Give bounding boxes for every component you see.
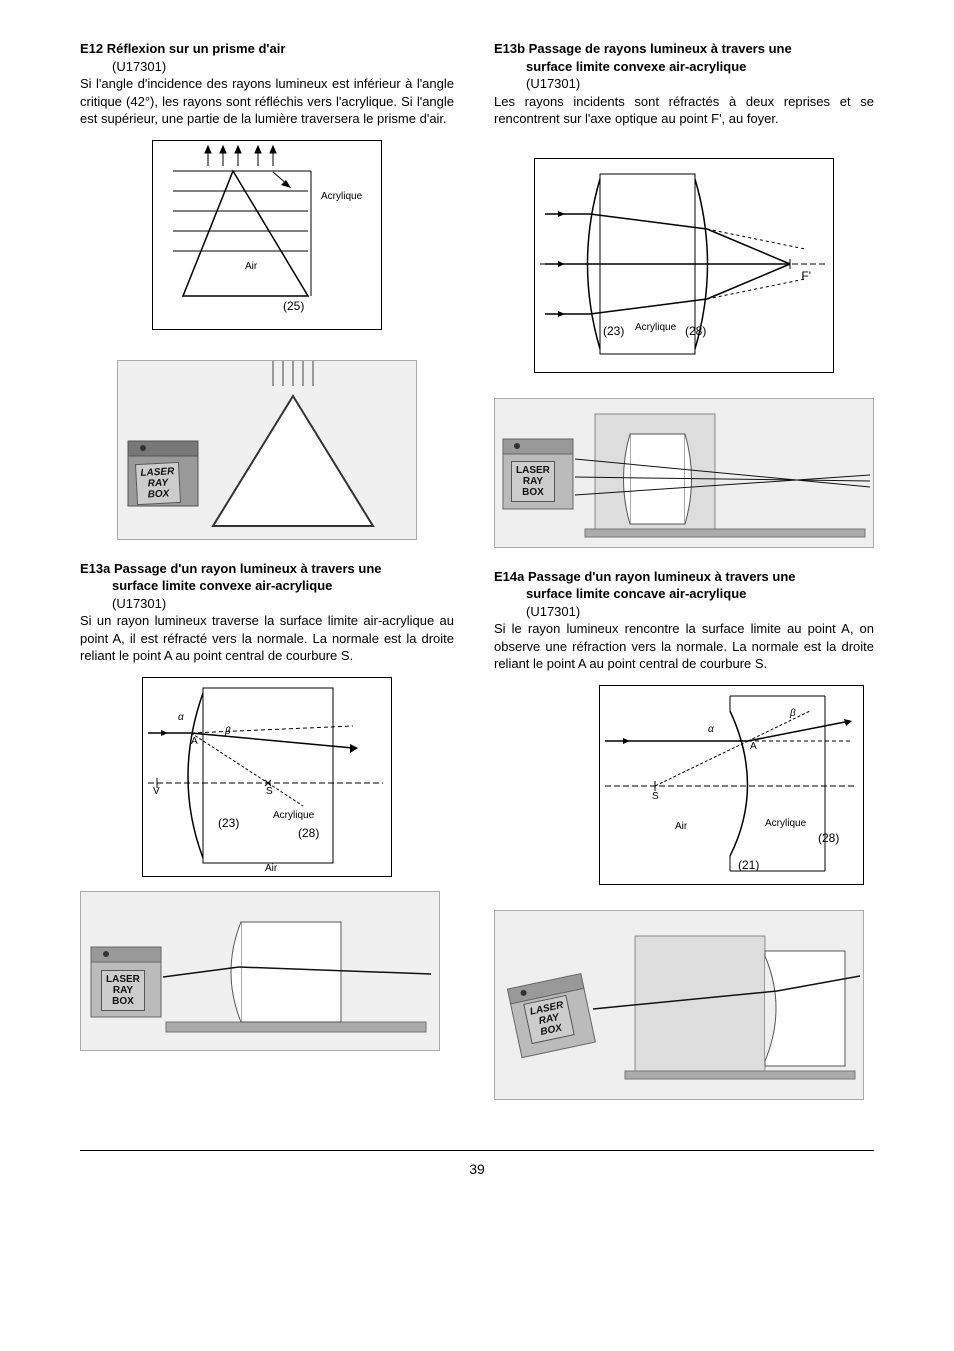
e14a-code-right: (28) — [818, 831, 839, 845]
page-columns: E12 Réflexion sur un prisme d'air (U1730… — [80, 40, 874, 1120]
e14a-beta: β — [790, 708, 796, 719]
e14a-air: Air — [675, 821, 687, 832]
e12-label-air: Air — [245, 261, 257, 272]
laser-box-label-e12: LASERRAYBOX — [135, 462, 181, 505]
e14a-heading: E14a Passage d'un rayon lumineux à trave… — [494, 568, 874, 586]
e13b-code: (U17301) — [494, 75, 874, 93]
section-e14a: E14a Passage d'un rayon lumineux à trave… — [494, 568, 874, 1100]
e12-diagram: Acrylique Air (25) — [152, 140, 382, 330]
e13a-S: S — [266, 786, 273, 797]
e14a-acrylique: Acrylique — [765, 818, 806, 829]
e13b-code-right: (28) — [685, 324, 706, 338]
e14a-paragraph: Si le rayon lumineux rencontre la surfac… — [494, 620, 874, 673]
e13b-acrylique: Acrylique — [635, 322, 676, 333]
e13a-paragraph: Si un rayon lumineux traverse la surface… — [80, 612, 454, 665]
e13a-V: V — [153, 786, 160, 797]
e13b-heading-line2: surface limite convexe air-acrylique — [494, 58, 874, 76]
e14a-alpha: α — [708, 724, 714, 735]
page-number: 39 — [80, 1161, 874, 1177]
e13b-F: F' — [801, 269, 811, 283]
e13a-photo: LASERRAYBOX — [80, 891, 440, 1051]
e12-label-acrylique: Acrylique — [321, 191, 362, 202]
e13a-heading-line2: surface limite convexe air-acrylique — [80, 577, 454, 595]
e14a-code: (U17301) — [494, 603, 874, 621]
footer-rule — [80, 1150, 874, 1151]
e13a-A: A — [191, 736, 198, 747]
e14a-S: S — [652, 791, 659, 802]
e14a-photo: LASERRAYBOX — [494, 910, 864, 1100]
right-column: E13b Passage de rayons lumineux à traver… — [494, 40, 874, 1120]
e13a-diagram: α A β V S (23) Acrylique (28) Air — [142, 677, 392, 877]
laser-box-label-e13b: LASERRAYBOX — [511, 461, 555, 502]
e13a-air: Air — [265, 863, 277, 874]
e14a-diagram: α β A S Air Acrylique (28) (21) — [599, 685, 864, 885]
section-e13b: E13b Passage de rayons lumineux à traver… — [494, 40, 874, 548]
left-column: E12 Réflexion sur un prisme d'air (U1730… — [80, 40, 454, 1120]
e12-code: (U17301) — [80, 58, 454, 76]
e12-heading: E12 Réflexion sur un prisme d'air — [80, 40, 454, 58]
e13b-diagram: F' (23) Acrylique (28) — [534, 158, 834, 373]
e12-label-code: (25) — [283, 299, 304, 313]
e13a-beta: β — [225, 726, 231, 737]
section-e12: E12 Réflexion sur un prisme d'air (U1730… — [80, 40, 454, 540]
e14a-A: A — [750, 741, 757, 752]
e14a-heading-line2: surface limite concave air-acrylique — [494, 585, 874, 603]
e13b-heading: E13b Passage de rayons lumineux à traver… — [494, 40, 874, 58]
e13a-code: (U17301) — [80, 595, 454, 613]
e13a-alpha: α — [178, 712, 184, 723]
e13a-code-left: (23) — [218, 816, 239, 830]
e13a-heading: E13a Passage d'un rayon lumineux à trave… — [80, 560, 454, 578]
e13a-code-right: (28) — [298, 826, 319, 840]
e12-paragraph: Si l'angle d'incidence des rayons lumine… — [80, 75, 454, 128]
laser-box-label-e13a: LASERRAYBOX — [101, 970, 145, 1011]
e14a-code-left: (21) — [738, 858, 759, 872]
e12-photo: LASERRAYBOX — [117, 360, 417, 540]
section-e13a: E13a Passage d'un rayon lumineux à trave… — [80, 560, 454, 1051]
e13a-acrylique: Acrylique — [273, 810, 314, 821]
e13b-paragraph: Les rayons incidents sont réfractés à de… — [494, 93, 874, 128]
e13b-photo: LASERRAYBOX — [494, 398, 874, 548]
e13b-code-left: (23) — [603, 324, 624, 338]
